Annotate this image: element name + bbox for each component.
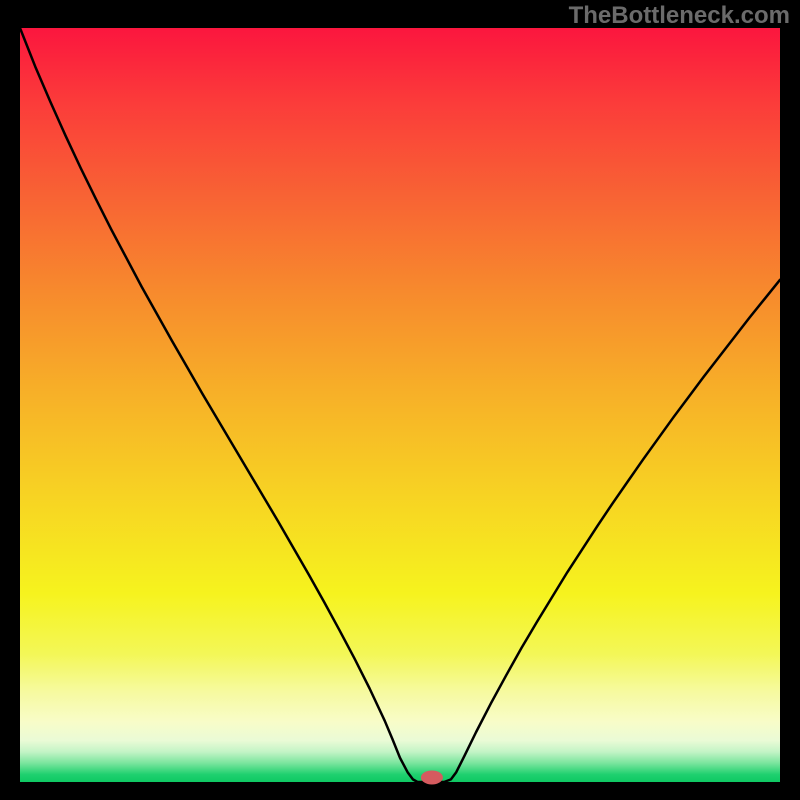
watermark-text: TheBottleneck.com <box>569 2 790 30</box>
bottleneck-chart <box>0 0 800 800</box>
heat-gradient <box>20 28 780 782</box>
result-marker <box>421 770 443 784</box>
chart-stage: TheBottleneck.com <box>0 0 800 800</box>
